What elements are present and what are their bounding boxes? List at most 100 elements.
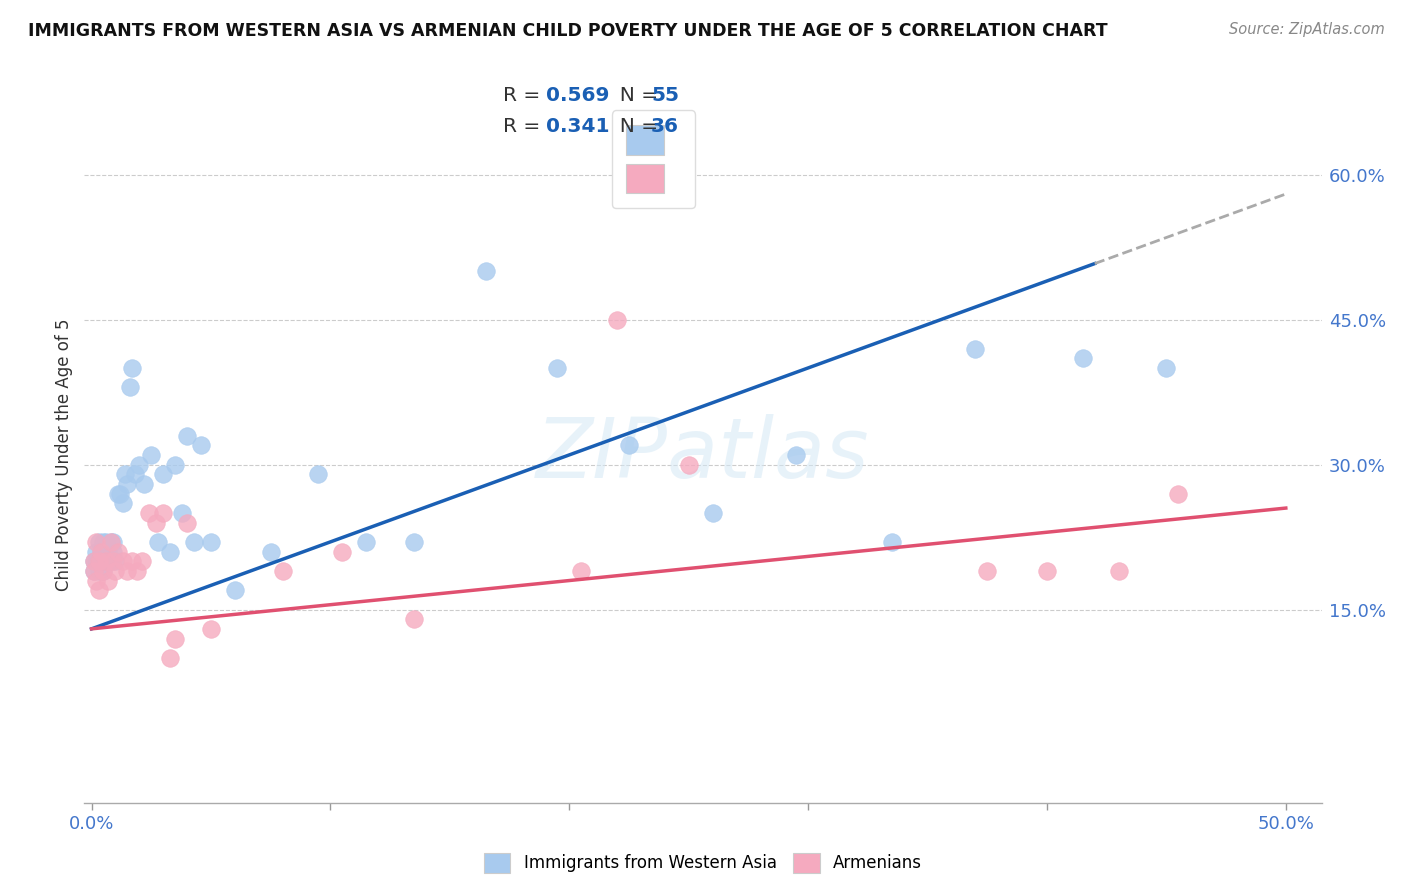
- Point: [114, 467, 136, 482]
- Point: [104, 564, 127, 578]
- Point: [101, 554, 124, 568]
- Point: [83, 554, 105, 568]
- Point: [1071, 351, 1094, 366]
- Point: [124, 467, 146, 482]
- Point: [87, 554, 110, 568]
- Point: [111, 496, 134, 510]
- Point: [330, 544, 353, 558]
- Point: [176, 516, 198, 530]
- Point: [93, 564, 115, 578]
- Text: N =: N =: [607, 117, 665, 136]
- Point: [111, 554, 134, 568]
- Point: [1167, 486, 1189, 500]
- Point: [104, 554, 127, 568]
- Point: [107, 486, 129, 500]
- Point: [1108, 564, 1130, 578]
- Point: [606, 312, 628, 326]
- Text: ZIPatlas: ZIPatlas: [536, 415, 870, 495]
- Point: [474, 264, 496, 278]
- Point: [224, 583, 246, 598]
- Point: [83, 564, 105, 578]
- Point: [94, 554, 117, 568]
- Point: [131, 554, 153, 568]
- Point: [117, 476, 139, 491]
- Point: [84, 544, 107, 558]
- Point: [97, 574, 120, 588]
- Point: [159, 651, 181, 665]
- Point: [200, 535, 222, 549]
- Point: [83, 554, 105, 568]
- Point: [176, 428, 198, 442]
- Point: [546, 361, 568, 376]
- Point: [83, 564, 105, 578]
- Point: [90, 554, 112, 568]
- Point: [87, 564, 110, 578]
- Point: [617, 438, 640, 452]
- Point: [141, 448, 163, 462]
- Point: [307, 467, 329, 482]
- Point: [569, 564, 592, 578]
- Point: [121, 361, 143, 376]
- Point: [101, 544, 124, 558]
- Point: [880, 535, 903, 549]
- Point: [101, 535, 124, 549]
- Point: [159, 544, 181, 558]
- Point: [165, 632, 187, 646]
- Point: [145, 516, 167, 530]
- Point: [200, 622, 222, 636]
- Point: [152, 506, 174, 520]
- Point: [965, 342, 987, 356]
- Point: [165, 458, 187, 472]
- Point: [125, 564, 148, 578]
- Point: [107, 544, 129, 558]
- Point: [702, 506, 724, 520]
- Point: [271, 564, 294, 578]
- Point: [84, 535, 107, 549]
- Point: [97, 544, 120, 558]
- Point: [976, 564, 998, 578]
- Point: [93, 544, 115, 558]
- Y-axis label: Child Poverty Under the Age of 5: Child Poverty Under the Age of 5: [55, 318, 73, 591]
- Point: [100, 535, 122, 549]
- Point: [118, 380, 141, 394]
- Point: [121, 554, 143, 568]
- Text: 36: 36: [651, 117, 679, 136]
- Point: [93, 564, 115, 578]
- Point: [90, 544, 112, 558]
- Point: [402, 535, 425, 549]
- Point: [117, 564, 139, 578]
- Point: [402, 612, 425, 626]
- Text: 0.569: 0.569: [546, 86, 609, 105]
- Point: [97, 554, 120, 568]
- Point: [100, 535, 122, 549]
- Point: [87, 535, 110, 549]
- Point: [260, 544, 283, 558]
- Text: 55: 55: [651, 86, 679, 105]
- Point: [93, 535, 115, 549]
- Text: Source: ZipAtlas.com: Source: ZipAtlas.com: [1229, 22, 1385, 37]
- Point: [152, 467, 174, 482]
- Point: [84, 574, 107, 588]
- Point: [100, 554, 122, 568]
- Point: [94, 535, 117, 549]
- Point: [132, 476, 155, 491]
- Point: [183, 535, 205, 549]
- Point: [190, 438, 212, 452]
- Legend: , : ,: [612, 111, 695, 208]
- Legend: Immigrants from Western Asia, Armenians: Immigrants from Western Asia, Armenians: [477, 847, 929, 880]
- Point: [172, 506, 194, 520]
- Point: [678, 458, 700, 472]
- Text: R =: R =: [503, 117, 547, 136]
- Point: [1156, 361, 1178, 376]
- Point: [128, 458, 150, 472]
- Point: [138, 506, 160, 520]
- Text: N =: N =: [607, 86, 665, 105]
- Text: 0.341: 0.341: [546, 117, 609, 136]
- Text: R =: R =: [503, 86, 547, 105]
- Point: [108, 486, 131, 500]
- Point: [94, 554, 117, 568]
- Point: [148, 535, 170, 549]
- Point: [84, 554, 107, 568]
- Point: [785, 448, 807, 462]
- Point: [354, 535, 377, 549]
